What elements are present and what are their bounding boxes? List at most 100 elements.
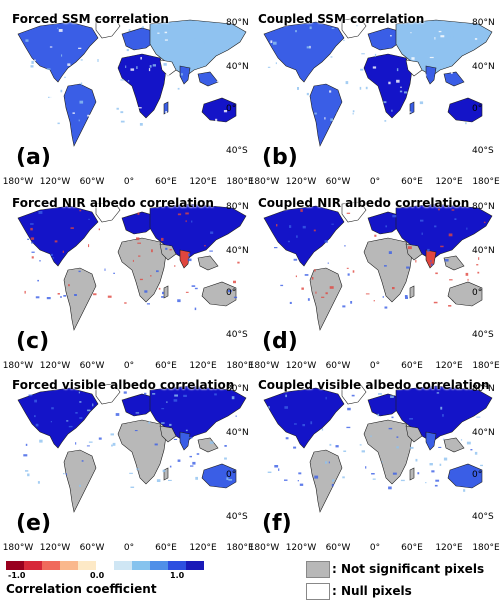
pixel-texture (30, 65, 34, 68)
lon-label: 120°W (285, 361, 317, 371)
pixel-texture (384, 265, 387, 267)
lon-label: 0° (123, 361, 135, 371)
lon-label: 0° (123, 177, 135, 187)
pixel-texture (30, 237, 35, 240)
pixel-texture (404, 91, 408, 94)
pixel-texture (68, 425, 73, 428)
pixel-texture (361, 450, 365, 453)
pixel-texture (65, 473, 67, 476)
pixel-texture (267, 66, 271, 68)
pixel-texture (382, 24, 384, 26)
pixel-texture (346, 426, 351, 429)
pixel-texture (165, 73, 170, 77)
pixel-texture (187, 258, 192, 262)
pixel-texture (307, 298, 310, 301)
pixel-texture (429, 56, 434, 59)
panel-title: Forced NIR albedo correlation (12, 196, 214, 210)
pixel-texture (110, 433, 114, 436)
pixel-texture (74, 294, 77, 296)
pixel-texture (68, 284, 70, 287)
pixel-texture (293, 446, 297, 449)
continent-seasia (197, 71, 219, 87)
lon-label: 0° (369, 177, 381, 187)
pixel-texture (129, 94, 133, 98)
continent-india (179, 65, 191, 85)
pixel-texture (130, 68, 135, 71)
continent-africa (117, 53, 167, 119)
pixel-texture (237, 261, 240, 264)
pixel-texture (64, 76, 66, 78)
pixel-texture (433, 301, 438, 304)
pixel-texture (480, 464, 483, 467)
pixel-texture (392, 472, 397, 475)
pixel-texture (25, 39, 29, 42)
pixel-texture (438, 30, 442, 33)
pixel-texture (289, 225, 292, 228)
pixel-texture (35, 423, 39, 427)
pixel-texture (166, 401, 168, 403)
pixel-texture (152, 393, 156, 395)
pixel-texture (115, 413, 120, 416)
pixel-texture (448, 233, 453, 237)
pixel-texture (62, 250, 64, 253)
pixel-texture (98, 228, 100, 231)
pixel-texture (270, 40, 273, 43)
pixel-texture (148, 68, 151, 72)
lat-label: 80°N (472, 384, 495, 394)
pixel-texture (164, 31, 168, 34)
pixel-texture (267, 471, 272, 473)
pixel-texture (30, 223, 34, 225)
lat-label: 0° (226, 104, 237, 114)
pixel-texture (191, 285, 196, 287)
pixel-texture (57, 122, 60, 125)
pixel-texture (67, 63, 71, 66)
world-map (263, 17, 493, 147)
pixel-texture (434, 484, 438, 487)
lon-label: 180°E (226, 361, 254, 371)
lat-label: 40°N (226, 428, 249, 438)
panel-title: Forced visible albedo correlation (12, 378, 235, 392)
pixel-texture (75, 442, 77, 445)
panel-title: Coupled SSM correlation (258, 12, 425, 26)
pixel-texture (57, 293, 60, 295)
continent-seasia (443, 437, 465, 453)
pixel-texture (120, 79, 125, 81)
not-significant-label: : Not significant pixels (332, 562, 485, 576)
pixel-texture (51, 407, 54, 410)
pixel-texture (233, 296, 238, 299)
pixel-texture (215, 118, 218, 122)
pixel-texture (404, 295, 408, 298)
lat-label: 80°N (226, 384, 249, 394)
pixel-texture (346, 267, 349, 269)
pixel-texture (148, 421, 151, 424)
pixel-texture (370, 435, 372, 438)
pixel-texture (161, 296, 164, 298)
pixel-texture (454, 218, 457, 220)
pixel-texture (49, 96, 53, 100)
pixel-texture (337, 78, 341, 80)
map-panel: Coupled visible albedo correlation (f) (256, 378, 496, 538)
continent-seasia (443, 71, 465, 87)
lon-label: 60°W (325, 177, 351, 187)
pixel-texture (81, 460, 84, 462)
pixel-texture (151, 249, 153, 253)
pixel-texture (231, 396, 235, 400)
continent-australia (447, 463, 483, 489)
pixel-texture (93, 293, 97, 296)
pixel-texture (37, 279, 39, 282)
lon-label: 60°E (401, 543, 423, 553)
pixel-texture (378, 393, 382, 395)
pixel-texture (284, 479, 288, 481)
pixel-texture (235, 415, 237, 417)
continent-madagascar (163, 285, 169, 299)
pixel-texture (157, 32, 160, 34)
pixel-texture (463, 489, 466, 492)
lon-label: 180°W (248, 543, 280, 553)
pixel-texture (154, 443, 158, 446)
pixel-texture (384, 306, 388, 309)
pixel-texture (313, 229, 316, 232)
pixel-texture (88, 218, 90, 220)
continent-australia (201, 463, 237, 489)
pixel-texture (377, 413, 380, 417)
lon-label: 180°W (248, 177, 280, 187)
